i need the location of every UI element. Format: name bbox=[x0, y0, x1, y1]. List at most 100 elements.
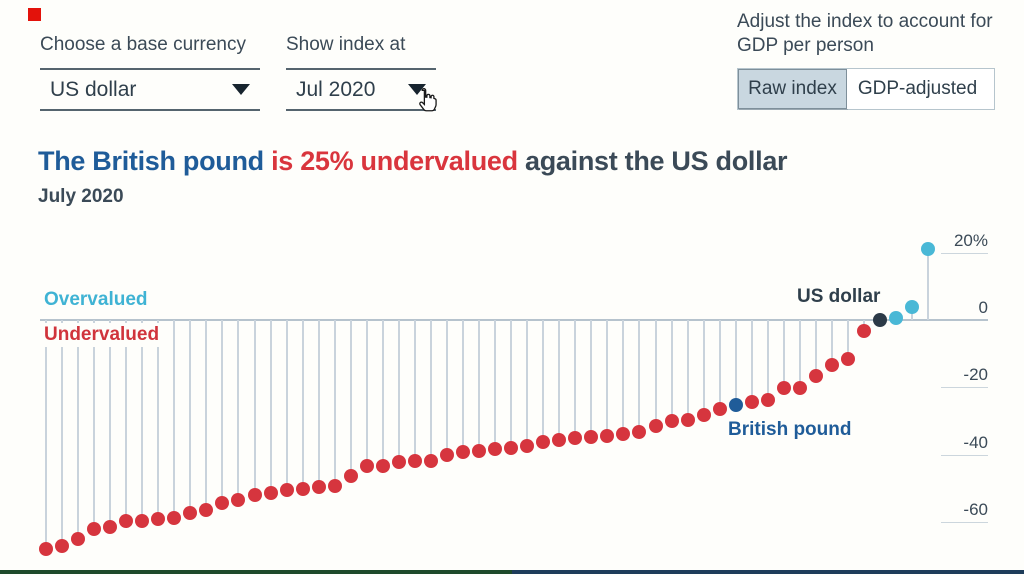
lollipop-dot[interactable] bbox=[247, 488, 262, 503]
index-date-control: Show index at Jul 2020 bbox=[286, 34, 436, 111]
lollipop-dot[interactable] bbox=[87, 521, 102, 536]
lollipop-stem bbox=[670, 320, 673, 421]
lollipop-stem bbox=[798, 320, 801, 388]
lollipop-dot[interactable] bbox=[857, 324, 872, 339]
lollipop-dot[interactable] bbox=[600, 429, 615, 444]
lollipop-stem bbox=[285, 320, 288, 490]
lollipop-dot[interactable] bbox=[407, 454, 422, 469]
lollipop-dot[interactable] bbox=[231, 493, 246, 508]
index-type-toggle: Raw index GDP-adjusted bbox=[737, 68, 995, 110]
lollipop-dot[interactable] bbox=[375, 459, 390, 474]
lollipop-stem bbox=[317, 320, 320, 488]
axis-tick-line bbox=[941, 522, 988, 524]
lollipop-dot[interactable] bbox=[327, 479, 342, 494]
lollipop-dot[interactable] bbox=[632, 425, 647, 440]
overvalued-label: Overvalued bbox=[44, 289, 148, 310]
lollipop-dot[interactable] bbox=[456, 445, 471, 460]
lollipop-dot[interactable] bbox=[520, 438, 535, 453]
headline-valuation: is 25% undervalued bbox=[263, 146, 518, 176]
lollipop-stem bbox=[269, 320, 272, 493]
lollipop-stem bbox=[542, 320, 545, 442]
lollipop-dot[interactable] bbox=[488, 442, 503, 457]
lollipop-dot[interactable] bbox=[760, 392, 775, 407]
lollipop-stem bbox=[349, 320, 352, 476]
lollipop-stem bbox=[606, 320, 609, 437]
lollipop-stem bbox=[478, 320, 481, 452]
lollipop-dot[interactable] bbox=[167, 511, 182, 526]
lollipop-stem bbox=[301, 320, 304, 489]
lollipop-stem bbox=[622, 320, 625, 434]
lollipop-stem bbox=[574, 320, 577, 439]
lollipop-dot[interactable] bbox=[905, 299, 920, 314]
lollipop-dot[interactable] bbox=[712, 401, 727, 416]
lollipop-stem bbox=[782, 320, 785, 388]
lollipop-dot[interactable] bbox=[215, 495, 230, 510]
lollipop-stem bbox=[253, 320, 256, 496]
lollipop-stem bbox=[125, 320, 128, 521]
lollipop-dot[interactable] bbox=[279, 482, 294, 497]
lollipop-stem bbox=[494, 320, 497, 450]
lollipop-dot[interactable] bbox=[808, 369, 823, 384]
lollipop-dot[interactable] bbox=[151, 511, 166, 526]
lollipop-dot[interactable] bbox=[263, 485, 278, 500]
lollipop-dot[interactable] bbox=[921, 242, 936, 257]
lollipop-dot[interactable] bbox=[55, 538, 70, 553]
lollipop-dot[interactable] bbox=[504, 441, 519, 456]
lollipop-dot[interactable] bbox=[135, 513, 150, 528]
lollipop-dot[interactable] bbox=[696, 408, 711, 423]
lollipop-dot[interactable] bbox=[295, 481, 310, 496]
lollipop-dot[interactable] bbox=[744, 394, 759, 409]
lollipop-dot[interactable] bbox=[39, 542, 53, 557]
lollipop-stem bbox=[397, 320, 400, 463]
lollipop-dot[interactable] bbox=[472, 444, 487, 459]
lollipop-stem bbox=[558, 320, 561, 440]
lollipop-dot[interactable] bbox=[648, 419, 663, 434]
lollipop-dot[interactable] bbox=[103, 520, 118, 535]
lollipop-dot[interactable] bbox=[359, 459, 374, 474]
lollipop-dot[interactable] bbox=[664, 413, 679, 428]
lollipop-dot[interactable] bbox=[776, 380, 791, 395]
lollipop-dot[interactable] bbox=[552, 432, 567, 447]
base-currency-dropdown[interactable]: US dollar bbox=[40, 68, 260, 111]
lollipop-stem bbox=[702, 320, 705, 416]
lollipop-dot[interactable] bbox=[311, 480, 326, 495]
lollipop-dot[interactable] bbox=[616, 426, 631, 441]
axis-tick-label: -60 bbox=[963, 500, 988, 520]
lollipop-stem bbox=[654, 320, 657, 427]
lollipop-dot[interactable] bbox=[536, 434, 551, 449]
lollipop-dot[interactable] bbox=[391, 455, 406, 470]
lollipop-dot[interactable] bbox=[792, 380, 807, 395]
lollipop-dot[interactable] bbox=[584, 430, 599, 445]
lollipop-dot[interactable] bbox=[728, 398, 743, 413]
gdp-adjusted-button[interactable]: GDP-adjusted bbox=[847, 69, 988, 109]
index-date-dropdown[interactable]: Jul 2020 bbox=[286, 68, 436, 111]
lollipop-dot[interactable] bbox=[119, 513, 134, 528]
index-date-label: Show index at bbox=[286, 34, 406, 55]
lollipop-dot[interactable] bbox=[680, 412, 695, 427]
lollipop-stem bbox=[766, 320, 769, 400]
chart-subtitle: July 2020 bbox=[38, 186, 124, 207]
lollipop-stem bbox=[429, 320, 432, 462]
lollipop-stem bbox=[381, 320, 384, 467]
british-pound-annotation: British pound bbox=[728, 419, 852, 440]
lollipop-dot[interactable] bbox=[824, 358, 839, 373]
lollipop-stem bbox=[734, 320, 737, 406]
lollipop-stem bbox=[189, 320, 192, 514]
lollipop-dot[interactable] bbox=[183, 506, 198, 521]
lollipop-dot[interactable] bbox=[71, 532, 86, 547]
axis-tick-label: 20% bbox=[953, 230, 988, 250]
gdp-adjust-panel: Adjust the index to account for GDP per … bbox=[737, 10, 995, 110]
lollipop-stem bbox=[365, 320, 368, 467]
lollipop-dot[interactable] bbox=[440, 448, 454, 463]
raw-index-button[interactable]: Raw index bbox=[738, 69, 847, 109]
lollipop-dot[interactable] bbox=[343, 468, 358, 483]
lollipop-stem bbox=[686, 320, 689, 420]
lollipop-dot[interactable] bbox=[423, 454, 438, 469]
lollipop-dot[interactable] bbox=[568, 431, 583, 446]
lollipop-dot[interactable] bbox=[841, 352, 855, 367]
lollipop-dot[interactable] bbox=[873, 313, 888, 327]
lollipop-stem bbox=[413, 320, 416, 462]
axis-tick-label: -40 bbox=[963, 432, 988, 452]
lollipop-dot[interactable] bbox=[889, 311, 904, 326]
lollipop-dot[interactable] bbox=[199, 503, 214, 518]
